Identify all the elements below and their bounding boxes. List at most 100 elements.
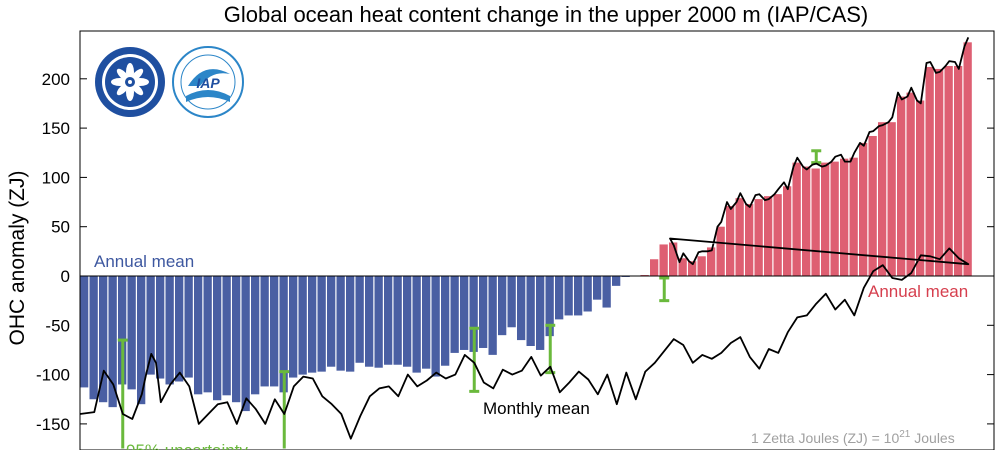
annual-bar: [118, 276, 127, 385]
annual-bar: [317, 276, 326, 372]
annual-bar: [165, 276, 174, 385]
annual-bar: [868, 135, 877, 276]
annual-bar: [963, 42, 972, 277]
annual-bar: [555, 276, 564, 320]
annual-bar: [802, 166, 811, 276]
annual-bar: [203, 276, 212, 393]
annual-bar: [336, 276, 345, 371]
annual-bar: [460, 276, 469, 350]
annual-bar: [925, 66, 934, 276]
annual-bar: [878, 122, 887, 277]
annual-bar: [175, 276, 184, 382]
y-tick-label: 50: [51, 218, 70, 237]
annual-bar: [241, 276, 250, 412]
annual-bar: [954, 65, 963, 277]
annual-bar: [260, 276, 269, 387]
annual-bar: [583, 276, 592, 312]
annual-bar: [574, 276, 583, 316]
monthly-mean-label: Monthly mean: [483, 399, 590, 418]
annual-bar: [393, 276, 402, 365]
y-tick-label: 150: [42, 119, 70, 138]
annual-bar: [545, 276, 554, 337]
annual-bar: [688, 261, 697, 276]
annual-bar: [849, 157, 858, 276]
annual-bar: [906, 92, 915, 276]
annual-bar: [517, 276, 526, 341]
annual-bar: [279, 276, 288, 393]
annual-bar: [716, 226, 725, 276]
y-tick-label: 100: [42, 168, 70, 187]
annual-bar: [450, 276, 459, 353]
annual-bar: [232, 276, 241, 403]
annual-bar: [298, 276, 307, 375]
annual-bar: [754, 199, 763, 276]
annual-bar: [422, 276, 431, 369]
annual-bar: [137, 276, 146, 405]
annual-bar: [669, 242, 678, 276]
annual-bar: [146, 276, 155, 375]
annual-bar: [308, 276, 317, 373]
units-exponent: 21: [899, 429, 911, 440]
annual-bar: [412, 276, 421, 373]
annual-bar: [346, 276, 355, 372]
annual-bar: [564, 276, 573, 316]
annual-bar: [764, 196, 773, 276]
annual-bar: [612, 276, 621, 286]
annual-bar: [707, 247, 716, 276]
annual-bar: [935, 68, 944, 276]
annual-bar: [916, 100, 925, 276]
annual-bar: [99, 276, 108, 403]
annual-bar: [536, 276, 545, 350]
uncertainty-label: 95% uncertainty: [126, 441, 248, 450]
annual-bar: [792, 162, 801, 276]
chart-title: Global ocean heat content change in the …: [224, 2, 869, 27]
annual-mean-label-positive: Annual mean: [868, 282, 968, 301]
annual-mean-label-negative: Annual mean: [94, 252, 194, 271]
annual-bar: [897, 96, 906, 276]
annual-bar: [327, 276, 336, 367]
annual-bar: [488, 276, 497, 355]
annual-bar: [783, 186, 792, 276]
annual-bar: [374, 276, 383, 368]
annual-bar: [526, 276, 535, 347]
annual-bar: [944, 65, 953, 277]
annual-bar: [80, 276, 89, 388]
annual-bar: [108, 276, 117, 408]
annual-bar: [479, 276, 488, 348]
annual-bar: [650, 259, 659, 276]
y-axis-label: OHC anomaly (ZJ): [6, 170, 29, 345]
annual-bar: [593, 276, 602, 300]
plot-frame: [79, 30, 995, 450]
y-tick-label: 0: [61, 267, 70, 286]
y-tick-label: -100: [36, 366, 70, 385]
annual-bar: [821, 162, 830, 276]
annual-bar: [222, 276, 231, 396]
annual-bar: [403, 276, 412, 367]
y-tick-label: -50: [45, 316, 70, 335]
cas-logo: [95, 47, 165, 117]
annual-bar: [289, 276, 298, 378]
annual-bar: [441, 276, 450, 366]
annual-bar: [213, 276, 222, 401]
annual-bar: [830, 161, 839, 276]
y-tick-label: 200: [42, 70, 70, 89]
annual-bar: [365, 276, 374, 367]
annual-bar: [859, 142, 868, 276]
annual-bar: [355, 276, 364, 363]
annual-bar: [469, 276, 478, 352]
annual-bar: [156, 276, 165, 379]
annual-bar: [726, 205, 735, 276]
annual-bar: [773, 194, 782, 276]
annual-bar: [659, 244, 668, 276]
annual-bar: [745, 204, 754, 276]
annual-bar: [507, 276, 516, 328]
annual-bar: [602, 276, 611, 308]
annual-bar: [735, 198, 744, 276]
annual-bar: [840, 158, 849, 276]
annual-bar: [89, 276, 98, 400]
annual-bar: [184, 276, 193, 378]
annual-bar: [384, 276, 393, 365]
monthly-mean-line: [79, 37, 970, 440]
annual-bar: [431, 276, 440, 377]
